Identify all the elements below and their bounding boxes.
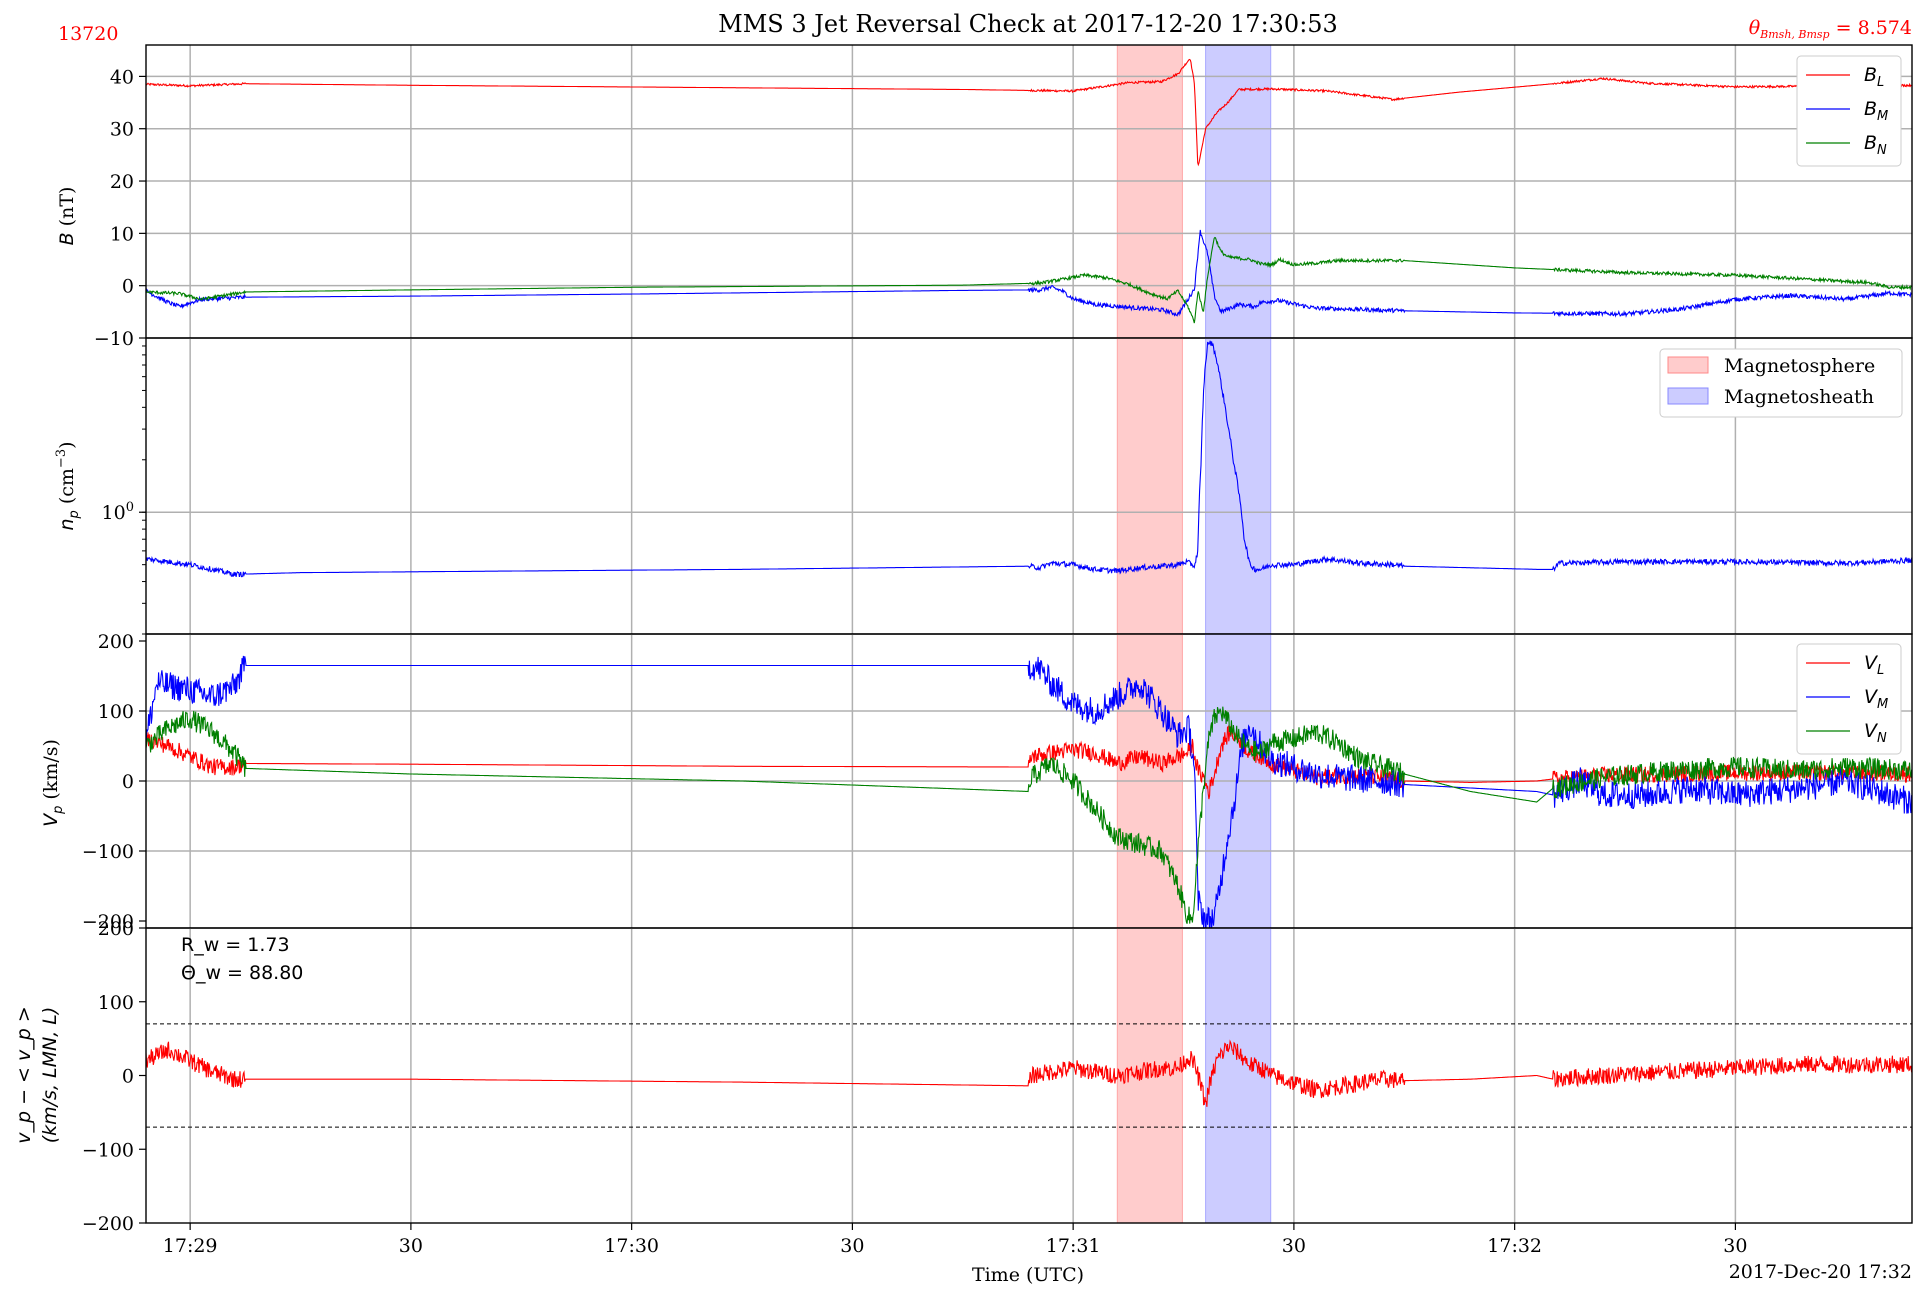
angle-label: θBmsh, Bmsp = 8.574 — [1749, 17, 1912, 41]
series-line-dvl — [146, 1039, 1912, 1107]
series-line-bl — [146, 58, 1912, 167]
y-tick-label: 0 — [122, 771, 134, 793]
x-tick-label: 17:31 — [1046, 1235, 1101, 1257]
series-line-bn — [146, 236, 1912, 324]
grid-b — [146, 45, 1912, 338]
y-ticks-b: −10 0 10 20 30 40 — [94, 66, 146, 350]
series-np — [146, 340, 1912, 578]
x-tick-label: 17:29 — [163, 1235, 218, 1257]
y-tick-label: −200 — [82, 1213, 134, 1235]
y-ticks-dvp: −200 −100 0 100 200 — [82, 918, 146, 1235]
event-id-label: 13720 — [58, 23, 118, 45]
shaded-regions-b — [1116, 44, 1272, 339]
legend-magnetic-field: BL BM BN — [1796, 55, 1902, 167]
series-line-vn — [146, 706, 1912, 924]
x-axis-ticks: 17:29 30 17:30 30 17:31 30 17:32 30 — [163, 1235, 1748, 1257]
series-vp — [146, 655, 1912, 928]
y-tick-label: −100 — [82, 841, 134, 863]
thetaw-annotation: Θ_w = 88.80 — [181, 962, 303, 984]
rw-annotation: R_w = 1.73 — [181, 934, 290, 956]
legend-regions: Magnetosphere Magnetosheath — [1659, 348, 1903, 418]
y-tick-label: −100 — [82, 1139, 134, 1161]
y-tick-label: 20 — [110, 171, 134, 193]
series-b — [146, 58, 1912, 324]
ylabel-np: np (cm−3) — [54, 441, 82, 530]
grid-dvp — [189, 928, 1737, 1223]
reference-lines-dvp — [146, 1023, 1912, 1128]
shaded-region-magnetosphere-1 — [1116, 337, 1183, 635]
ylabel-vp: Vp (km/s) — [40, 739, 66, 827]
legend-label-magnetosphere: Magnetosphere — [1724, 355, 1875, 377]
y-tick-label: 200 — [98, 631, 134, 653]
series-line-vm — [146, 655, 1912, 928]
chart-title: MMS 3 Jet Reversal Check at 2017-12-20 1… — [718, 10, 1338, 38]
shaded-region-magnetosphere-0 — [1116, 44, 1183, 339]
y-tick-label: 10 — [110, 223, 134, 245]
y-tick-label: 40 — [110, 66, 134, 88]
x-tick-label: 17:30 — [604, 1235, 659, 1257]
ylabel-dvp-line1: v_p − < v_p > — [13, 1006, 35, 1144]
x-tick-label: 30 — [1723, 1235, 1747, 1257]
y-tick-label: 0 — [122, 1066, 134, 1088]
x-axis-label: Time (UTC) — [972, 1264, 1084, 1286]
x-tick-label: 30 — [399, 1235, 423, 1257]
y-tick-label: −10 — [94, 328, 134, 350]
y-tick-label: 100 — [98, 992, 134, 1014]
y-tick-label: 100 — [98, 701, 134, 723]
legend-label-magnetosheath: Magnetosheath — [1724, 386, 1874, 408]
y-tick-label: 200 — [98, 918, 134, 940]
legend-velocity: VL VM VN — [1796, 643, 1902, 755]
panel-velocity: −200 −100 0 100 200 Vp (km/s) — [40, 631, 1913, 933]
y-ticks-vp: −200 −100 0 100 200 — [82, 631, 146, 933]
shaded-region-magnetosphere-3 — [1116, 927, 1183, 1224]
y-tick-label: 30 — [110, 119, 134, 141]
series-line-np — [146, 340, 1912, 578]
date-label: 2017-Dec-20 17:32 — [1729, 1261, 1912, 1283]
ylabel-dvp-line2: (km/s, LMN, L) — [39, 1007, 61, 1144]
y-tick-label: 0 — [122, 276, 134, 298]
series-line-bm — [146, 229, 1912, 318]
x-tick-label: 17:32 — [1487, 1235, 1542, 1257]
x-tick-label: 30 — [840, 1235, 864, 1257]
panel-velocity-deviation: −200 −100 0 100 200 v_p − < v_p > (km/s, LMN… — [13, 918, 1913, 1235]
y-tick-label: −200 — [82, 911, 134, 933]
legend-swatch-magnetosphere — [1667, 356, 1709, 374]
legend-swatch-magnetosheath — [1667, 387, 1709, 405]
grid-np — [146, 338, 1912, 634]
x-tick-label: 30 — [1282, 1235, 1306, 1257]
ylabel-b: B (nT) — [56, 187, 78, 246]
series-dvp — [146, 1039, 1912, 1107]
grid-vp — [146, 634, 1912, 928]
panel-magnetic-field: −10 0 10 20 30 40 B (nT) — [56, 44, 1913, 350]
shaded-region-magnetosheath-3 — [1205, 927, 1272, 1224]
